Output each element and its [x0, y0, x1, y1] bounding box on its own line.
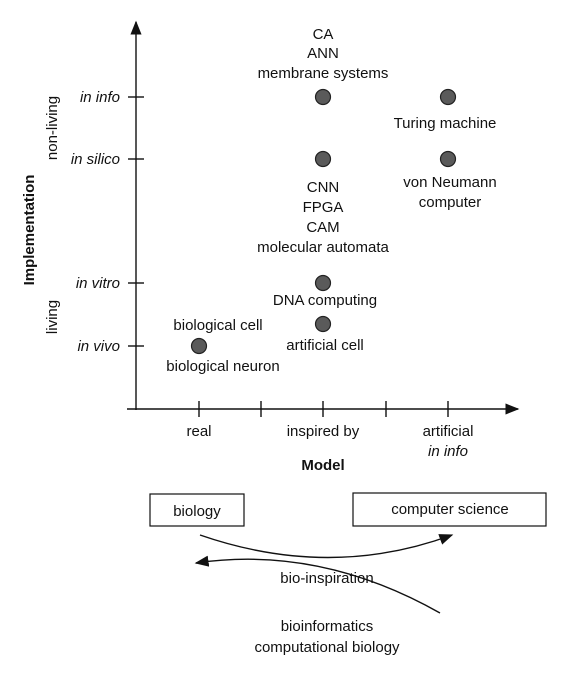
- label-bioinformatics: bioinformatics: [281, 618, 374, 635]
- label-turing-machine: Turing machine: [394, 115, 497, 132]
- label-fpga: FPGA: [303, 199, 344, 216]
- x-tick-label-artificial: artificial: [423, 423, 474, 440]
- label-bio-inspiration: bio-inspiration: [280, 570, 373, 587]
- box-biology: [149, 493, 245, 527]
- label-biological-neuron: biological neuron: [166, 358, 279, 375]
- x-axis-title: Model: [301, 457, 344, 474]
- box-biology-label: biology: [173, 503, 221, 520]
- y-tick-label-in-info: in info: [80, 89, 120, 106]
- label-cnn: CNN: [307, 179, 340, 196]
- label-biological-cell: biological cell: [173, 317, 262, 334]
- node-biological: [190, 337, 208, 355]
- node-dna-computing: [314, 274, 332, 292]
- arrow-bio-inspiration: [199, 534, 454, 559]
- label-von-neumann: von Neumann: [403, 174, 496, 191]
- box-computer-science: [352, 492, 547, 527]
- label-ann: ANN: [307, 45, 339, 62]
- label-molecular-automata: molecular automata: [257, 239, 389, 256]
- x-tick-label-real: real: [186, 423, 211, 440]
- y-tick-label-in-silico: in silico: [71, 151, 120, 168]
- node-turing-machine: [439, 88, 457, 106]
- arrow-bioinformatics: [194, 555, 441, 614]
- node-artificial-cell: [314, 315, 332, 333]
- y-axis-title: Implementation: [21, 175, 38, 286]
- y-group-living: living: [44, 300, 61, 334]
- label-dna-computing: DNA computing: [273, 292, 377, 309]
- label-membrane-systems: membrane systems: [258, 65, 389, 82]
- label-ca: CA: [313, 26, 334, 43]
- label-artificial-cell: artificial cell: [286, 337, 364, 354]
- y-tick-label-in-vitro: in vitro: [76, 275, 120, 292]
- label-computer: computer: [419, 194, 482, 211]
- x-tick-label-inspired-by: inspired by: [287, 423, 360, 440]
- node-ininfo-inspired: [314, 88, 332, 106]
- node-von-neumann: [439, 150, 457, 168]
- y-group-non-living: non-living: [44, 96, 61, 160]
- label-computational-biology: computational biology: [254, 639, 400, 656]
- label-cam: CAM: [306, 219, 339, 236]
- x-tick-label-in-info: in info: [428, 443, 468, 460]
- node-insilico-inspired: [314, 150, 332, 168]
- y-tick-label-in-vivo: in vivo: [77, 338, 120, 355]
- box-computer-science-label: computer science: [391, 501, 509, 518]
